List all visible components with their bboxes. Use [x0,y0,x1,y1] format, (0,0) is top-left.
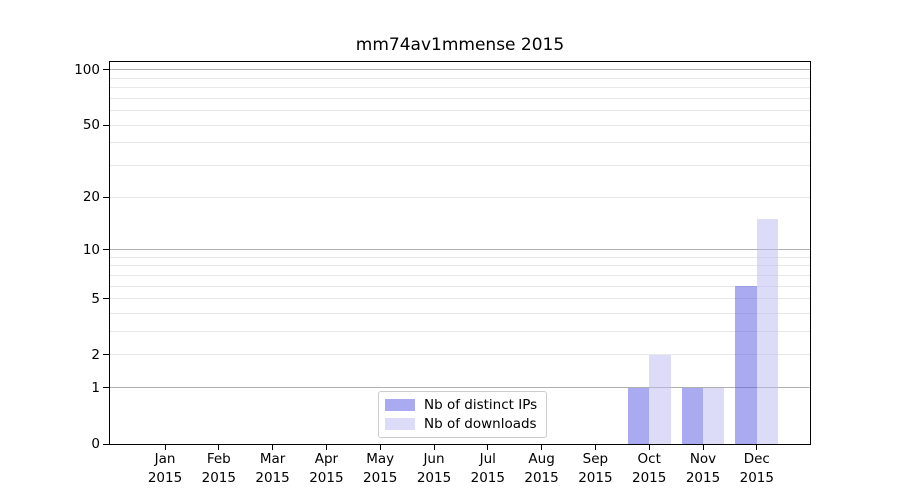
gridline-minor-50 [110,124,810,126]
bar-nb-of-distinct-ips-oct [627,387,650,444]
x-tick-year: 2015 [524,470,559,486]
gridline-minor-20 [110,196,810,198]
gridline-minor-5 [110,298,810,300]
y-tick-20 [103,196,109,198]
y-tick-100 [103,69,109,71]
x-tick-sep [594,445,596,450]
y-tick-10 [103,249,109,250]
gridline-major-10 [110,249,810,250]
gridline-minor-6 [110,285,810,287]
legend-label-downloads: Nb of downloads [424,416,537,433]
x-tick-month: Jun [423,451,445,467]
gridline-minor-8 [110,265,810,267]
legend: Nb of distinct IPs Nb of downloads [378,391,547,438]
x-tick-month: Aug [528,451,555,467]
gridline-minor-80 [110,87,810,89]
x-tick-year: 2015 [739,470,774,486]
x-tick-jun [433,445,435,450]
gridline-minor-7 [110,274,810,276]
x-tick-may [379,445,381,450]
y-tick-label-10: 10 [82,241,100,258]
x-tick-month: Apr [314,451,339,467]
x-tick-year: 2015 [201,470,236,486]
gridline-minor-9 [110,256,810,258]
x-tick-label-mar-2015: Mar 2015 [241,450,305,488]
bar-nb-of-downloads-nov [703,387,725,444]
x-tick-apr [325,445,327,450]
x-tick-month: Feb [206,451,231,467]
legend-swatch-distinct-ips [385,398,415,411]
x-tick-year: 2015 [470,470,505,486]
x-tick-nov [702,445,704,450]
gridline-minor-70 [110,97,810,99]
x-tick-jul [487,445,489,450]
x-tick-aug [541,445,543,450]
x-tick-label-jun-2015: Jun 2015 [402,450,466,488]
legend-item-downloads: Nb of downloads [385,415,542,434]
x-tick-label-jan-2015: Jan 2015 [133,450,197,488]
gridline-minor-30 [110,164,810,166]
x-tick-year: 2015 [578,470,613,486]
x-tick-month: Jul [479,451,496,467]
y-tick-label-1: 1 [91,379,100,396]
x-tick-month: Dec [743,451,770,467]
x-tick-oct [648,445,650,450]
y-tick-label-50: 50 [82,117,100,134]
x-tick-mar [272,445,274,450]
gridline-major-100 [110,69,810,71]
gridline-minor-40 [110,142,810,144]
legend-swatch-downloads [385,418,415,431]
bar-nb-of-distinct-ips-dec [735,286,757,444]
x-tick-month: Jan [154,451,176,467]
y-tick-label-100: 100 [74,61,100,78]
x-tick-year: 2015 [147,470,183,486]
gridline-minor-3 [110,331,810,333]
y-tick-label-5: 5 [91,290,100,307]
legend-item-distinct-ips: Nb of distinct IPs [385,395,542,414]
x-tick-month: Nov [689,451,717,467]
plot-area [109,61,811,445]
x-tick-dec [756,445,758,450]
y-tick-label-2: 2 [91,346,100,363]
y-tick-label-0: 0 [91,436,100,452]
x-tick-label-oct-2015: Oct 2015 [617,450,681,488]
gridline-minor-90 [110,77,810,79]
y-tick-5 [103,298,109,300]
bar-nb-of-downloads-dec [756,219,779,444]
x-tick-month: Mar [259,451,286,467]
x-tick-label-nov-2015: Nov 2015 [671,450,735,488]
x-tick-year: 2015 [363,470,398,486]
bar-nb-of-distinct-ips-nov [681,387,703,444]
x-tick-year: 2015 [255,470,290,486]
x-tick-jan [164,445,166,450]
x-tick-month: May [366,451,395,467]
x-tick-feb [218,445,220,450]
y-tick-50 [103,124,109,126]
x-tick-label-sep-2015: Sep 2015 [563,450,627,488]
gridline-minor-60 [110,110,810,112]
y-tick-1 [103,387,109,389]
y-tick-2 [103,354,109,356]
x-tick-label-feb-2015: Feb 2015 [187,450,251,488]
x-tick-label-dec-2015: Dec 2015 [725,450,789,488]
x-tick-label-jul-2015: Jul 2015 [456,450,520,488]
x-tick-year: 2015 [309,470,344,486]
x-tick-year: 2015 [685,470,721,486]
y-tick-0 [103,443,109,445]
legend-label-distinct-ips: Nb of distinct IPs [424,396,538,413]
gridline-major-1 [110,387,810,389]
x-tick-label-may-2015: May 2015 [348,450,412,488]
x-tick-month: Oct [637,451,661,467]
x-tick-year: 2015 [416,470,452,486]
x-tick-month: Sep [582,451,609,467]
chart-title: mm74av1mmense 2015 [355,35,565,55]
gridline-minor-4 [110,312,810,314]
x-tick-label-aug-2015: Aug 2015 [510,450,574,488]
x-tick-label-apr-2015: Apr 2015 [294,450,358,488]
x-tick-year: 2015 [632,470,667,486]
gridline-minor-2 [110,354,810,356]
y-tick-label-20: 20 [82,189,100,206]
bar-nb-of-downloads-oct [649,354,671,444]
